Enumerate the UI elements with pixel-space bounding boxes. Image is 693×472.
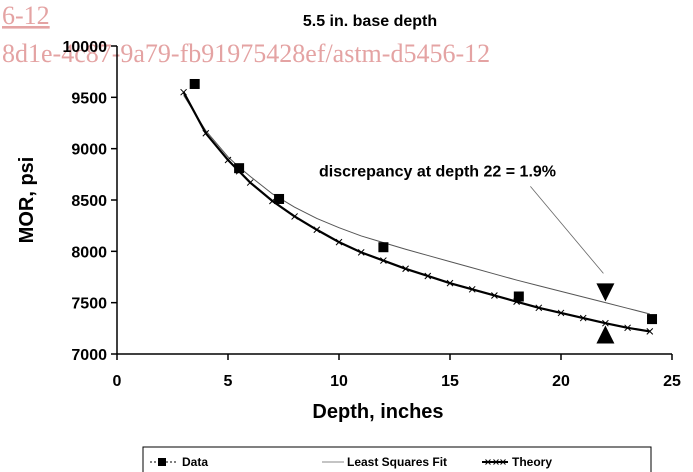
theory-point: [380, 257, 387, 264]
theory-point: [624, 324, 631, 332]
series-least-squares-fit-line: [183, 95, 650, 315]
legend-label-data: Data: [182, 455, 208, 469]
data-point: [647, 314, 658, 325]
y-tick-label: 9000: [71, 142, 107, 159]
discrepancy-arrow-up: [596, 325, 615, 344]
data-point: [513, 291, 524, 302]
theory-point: [246, 179, 254, 186]
theory-point: [291, 213, 298, 220]
theory-point: [491, 292, 498, 299]
theory-point: [557, 309, 565, 317]
y-axis-ticks: 7000 7500 8000 8500 9000 9500 10000: [63, 39, 117, 364]
annotation-label: discrepancy at depth 22 = 1.9%: [319, 163, 556, 180]
watermark-line-2: 8d1e-4c87-9a79-fb91975428ef/astm-d5456-1…: [2, 39, 490, 68]
theory-point: [335, 238, 343, 246]
theory-point: [468, 285, 476, 293]
x-tick-label: 20: [552, 373, 570, 390]
theory-point: [535, 304, 543, 312]
x-axis-ticks: 0 5 10 15 20 25: [113, 354, 681, 390]
legend-item-theory: Theory: [482, 455, 552, 469]
legend-box: [142, 446, 652, 472]
x-tick-label: 25: [663, 373, 681, 390]
data-point: [378, 242, 389, 253]
legend-item-data: Data: [150, 455, 208, 469]
theory-point: [446, 279, 454, 287]
series-layer: [180, 78, 658, 335]
plot-area: 7000 7500 8000 8500 9000 9500 10000 0 5 10 15 20 25…: [63, 39, 682, 390]
x-tick-label: 5: [224, 373, 233, 390]
theory-point: [402, 265, 409, 273]
data-point: [274, 193, 285, 204]
legend-swatch-data: [158, 458, 166, 466]
legend: Data Least Squares Fit Theory: [142, 446, 652, 472]
theory-point: [180, 88, 187, 96]
y-axis-title: MOR, psi: [16, 157, 38, 244]
y-tick-label: 10000: [63, 39, 108, 56]
legend-label-least-squares-fit: Least Squares Fit: [347, 455, 447, 469]
theory-point: [224, 156, 232, 164]
y-tick-label: 7500: [71, 296, 107, 313]
series-theory-line: [182, 91, 650, 333]
annotation-layer: discrepancy at depth 22 = 1.9%: [319, 163, 615, 344]
data-point: [234, 163, 245, 174]
theory-point: [602, 319, 609, 327]
discrepancy-arrow-down: [596, 283, 615, 302]
x-tick-label: 0: [113, 373, 122, 390]
watermark-line-1: 6-12: [2, 1, 50, 30]
x-axis-title: Depth, inches: [312, 401, 443, 423]
annotation-leader-line: [530, 186, 604, 274]
y-tick-label: 9500: [71, 90, 107, 107]
theory-point: [313, 226, 321, 234]
legend-items: Data Least Squares Fit Theory: [150, 455, 552, 469]
theory-point: [424, 272, 432, 280]
y-tick-label: 8000: [71, 244, 107, 261]
legend-label-theory: Theory: [512, 455, 552, 469]
y-tick-label: 7000: [71, 347, 107, 364]
theory-point: [357, 249, 365, 256]
x-tick-label: 10: [330, 373, 348, 390]
legend-item-least-squares-fit: Least Squares Fit: [322, 455, 447, 469]
chart-title: 5.5 in. base depth: [303, 13, 437, 30]
theory-point: [646, 328, 654, 335]
data-point: [189, 78, 200, 89]
x-tick-label: 15: [441, 373, 459, 390]
y-tick-label: 8500: [71, 193, 107, 210]
theory-point: [579, 314, 587, 322]
theory-point: [202, 129, 210, 137]
